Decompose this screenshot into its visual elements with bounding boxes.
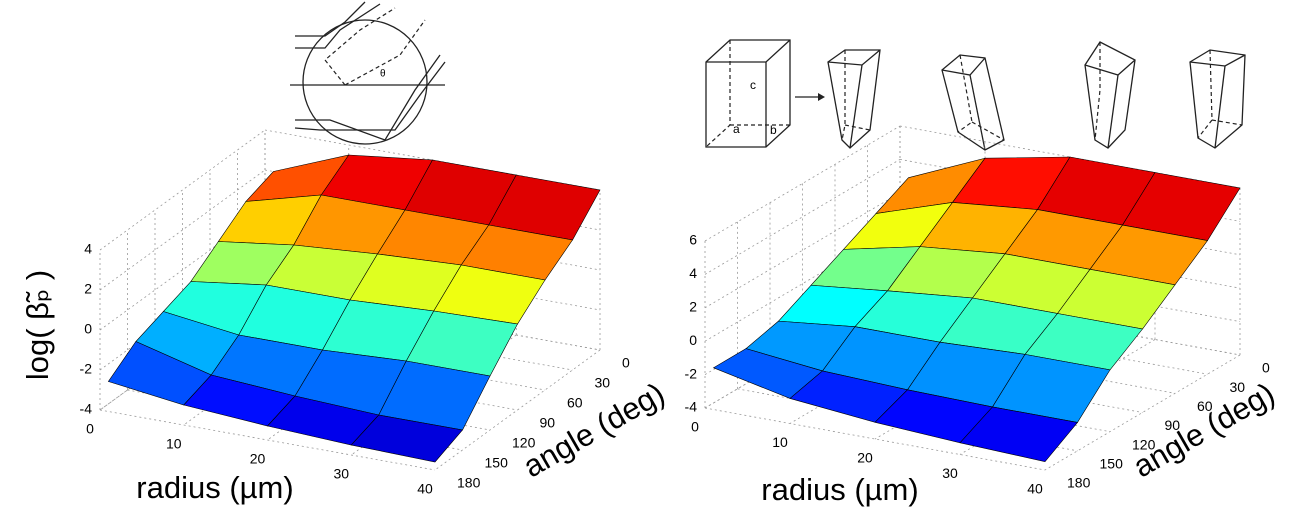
y-tick-label: 0: [622, 355, 630, 371]
z-tick-label: 2: [84, 281, 92, 297]
y-tick-label: 60: [567, 395, 583, 411]
z-tick-label: 2: [689, 299, 697, 315]
x-axis-label: radius (µm): [136, 470, 293, 505]
x-tick-label: 40: [417, 481, 433, 497]
y-axis-label: angle (deg): [1127, 376, 1280, 485]
z-tick-label: 0: [84, 321, 92, 337]
inset-label: θ: [380, 69, 386, 80]
crystal-inset: [705, 39, 1246, 151]
y-tick-label: 120: [512, 435, 536, 451]
y-tick-label: 150: [485, 455, 509, 471]
inset-label: b: [770, 123, 777, 137]
y-tick-label: 90: [540, 415, 556, 431]
x-tick-label: 10: [772, 434, 788, 450]
y-tick-label: 0: [1262, 360, 1270, 376]
y-tick-label: 150: [1100, 456, 1124, 472]
z-tick-label: -4: [685, 399, 698, 415]
grid-line: [99, 129, 266, 251]
y-tick-label: 60: [1197, 398, 1213, 414]
grid-line: [99, 409, 436, 471]
x-tick-label: 30: [333, 466, 349, 482]
z-axis-label: log( β̃ₚ ): [20, 270, 55, 380]
z-tick-label: 6: [689, 232, 697, 248]
z-tick-label: -4: [80, 401, 93, 417]
x-tick-label: 0: [86, 421, 94, 437]
x-tick-label: 0: [691, 419, 699, 435]
y-tick-label: 180: [1067, 475, 1091, 491]
z-tick-label: 4: [689, 265, 697, 281]
sphere-inset: [290, 1, 446, 145]
y-tick-label: 30: [1230, 379, 1246, 395]
y-tick-label: 120: [1132, 436, 1156, 452]
x-tick-label: 10: [166, 436, 182, 452]
z-tick-label: -2: [80, 361, 93, 377]
inset-label: a: [733, 122, 740, 136]
inset-label: c: [750, 78, 756, 92]
y-tick-label: 30: [595, 375, 611, 391]
y-tick-label: 90: [1165, 417, 1181, 433]
x-axis-label: radius (µm): [761, 472, 918, 507]
z-tick-label: 0: [689, 332, 697, 348]
x-tick-label: 20: [250, 451, 266, 467]
x-tick-label: 40: [1027, 481, 1043, 497]
x-tick-label: 30: [942, 465, 958, 481]
z-tick-label: 4: [84, 241, 92, 257]
y-tick-label: 180: [457, 475, 481, 491]
x-tick-label: 20: [857, 450, 873, 466]
surface-patch: [959, 406, 1079, 462]
z-tick-label: -2: [685, 365, 698, 381]
surface-patch: [350, 414, 464, 463]
